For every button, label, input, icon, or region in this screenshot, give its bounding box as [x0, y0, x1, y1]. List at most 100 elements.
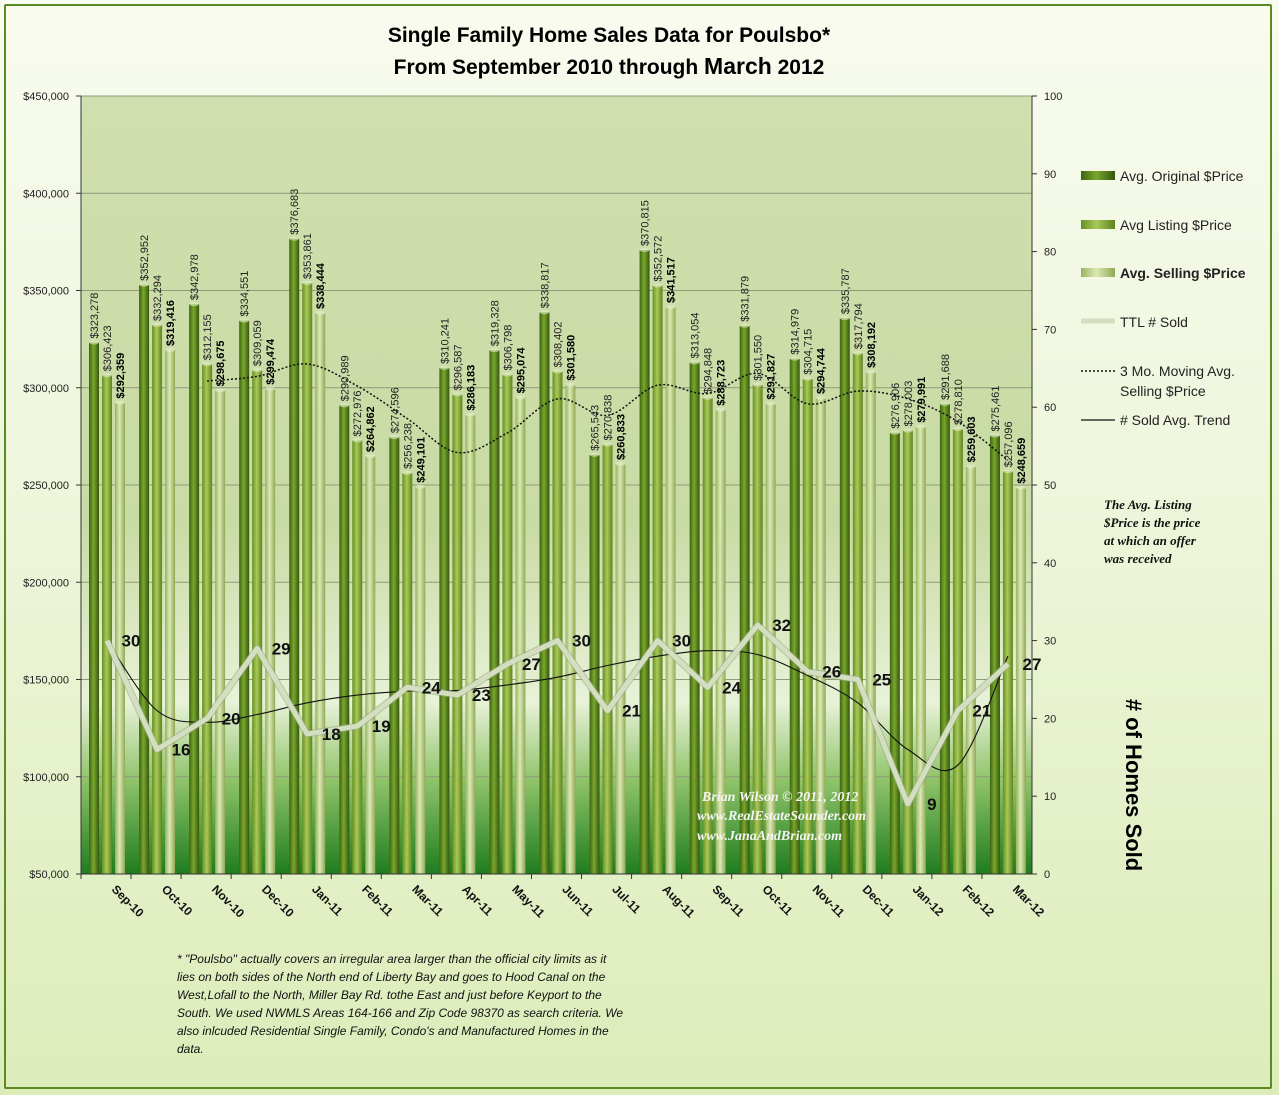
listing-price-bar: [452, 394, 463, 874]
footnote-line-4: South. We used NWMLS Areas 164-166 and Z…: [177, 1006, 623, 1020]
footnote-line-5: also inlcuded Residential Single Family,…: [177, 1024, 609, 1038]
original-price-bar: [289, 238, 300, 874]
listing-price-bar-cap: [152, 322, 163, 327]
listing-price-bar-cap: [852, 351, 863, 356]
y-left-tick-label: $400,000: [23, 188, 69, 200]
lines-layer: [103, 363, 1011, 808]
original-price-bar: [789, 358, 800, 874]
original-price-bar-cap: [739, 323, 750, 328]
selling-price-bar-label: $248,659: [1016, 438, 1028, 484]
y-right-tick-label: 90: [1044, 169, 1056, 181]
sold-count-label: 30: [672, 632, 691, 651]
original-price-bar-cap: [339, 403, 350, 408]
selling-price-bar-label: $319,416: [165, 300, 177, 346]
y-right-tick-label: 10: [1044, 791, 1056, 803]
y-right-tick-label: 100: [1044, 91, 1062, 103]
selling-price-bar: [415, 486, 426, 874]
original-price-bar-label: $274,596: [389, 387, 401, 433]
original-price-bar-label: $290,989: [339, 355, 351, 401]
selling-price-bar-cap: [315, 310, 326, 315]
listing-price-bar: [1002, 471, 1013, 874]
selling-price-bar-label: $338,444: [315, 262, 327, 309]
original-price-bar-label: $331,879: [740, 276, 752, 322]
original-price-bar-cap: [139, 282, 150, 287]
footnote-line-6: data.: [177, 1042, 204, 1056]
listing-price-bar-cap: [602, 442, 613, 447]
selling-price-bar-label: $298,675: [215, 340, 227, 386]
y-left-tick-label: $300,000: [23, 383, 69, 395]
original-price-bar-label: $265,543: [590, 405, 602, 451]
listing-price-bar-cap: [1002, 469, 1013, 474]
original-price-bar-cap: [489, 348, 500, 353]
original-price-bar-cap: [289, 236, 300, 241]
selling-price-bar-cap: [715, 407, 726, 412]
watermark: Brian Wilson © 2011, 2012 www.RealEstate…: [697, 790, 866, 844]
original-price-bar: [189, 304, 200, 874]
sold-count-label: 16: [172, 741, 191, 760]
original-price-bar-cap: [589, 452, 600, 457]
selling-price-bar-label: $279,991: [916, 377, 928, 423]
selling-price-bar-cap: [965, 464, 976, 469]
original-price-bar-cap: [239, 318, 250, 323]
listing-price-bar-label: $272,976: [352, 390, 364, 436]
listing-price-bar: [402, 472, 413, 874]
selling-price-bar-label: $295,074: [515, 347, 527, 394]
selling-price-bar: [215, 390, 226, 874]
watermark-line-1: Brian Wilson © 2011, 2012: [701, 790, 858, 805]
selling-price-bar-cap: [565, 382, 576, 387]
original-price-bar-label: $338,817: [539, 262, 551, 308]
listing-price-bar-cap: [302, 280, 313, 285]
listing-price-bar: [102, 375, 112, 874]
y-right-tick-label: 70: [1044, 324, 1056, 336]
original-price-bar: [639, 250, 650, 874]
listing-price-bar: [502, 374, 513, 874]
selling-price-bar: [315, 312, 326, 874]
original-price-bar: [439, 367, 450, 874]
footnote-line-2: lies on both sides of the North end of L…: [177, 970, 606, 984]
listing-price-bar-cap: [452, 392, 463, 397]
original-price-bar-label: $323,278: [89, 293, 101, 339]
listing-price-bar-cap: [552, 369, 563, 374]
y-right-tick-label: 0: [1044, 869, 1050, 881]
sold-count-label: 32: [772, 616, 791, 635]
original-price-bar: [389, 437, 400, 874]
selling-price-bar-cap: [1015, 485, 1026, 490]
selling-price-bar: [515, 397, 526, 874]
original-price-bar-cap: [889, 430, 900, 435]
original-price-bar-label: $376,683: [289, 189, 301, 235]
selling-price-bar-cap: [165, 347, 176, 352]
original-price-bar-label: $335,787: [840, 268, 852, 314]
sold-count-label: 20: [222, 709, 241, 728]
y-right-tick-label: 40: [1044, 558, 1056, 570]
listing-price-bar-label: $308,402: [552, 322, 564, 368]
selling-price-bar-cap: [265, 386, 276, 391]
listing-price-bar-cap: [102, 373, 112, 378]
moving-average-line: [207, 363, 1009, 461]
listing-price-bar: [552, 371, 563, 874]
original-price-bar-label: $334,551: [239, 271, 251, 317]
selling-price-bar: [915, 426, 926, 874]
y-right-tick-label: 30: [1044, 636, 1056, 648]
original-price-bar-label: $276,906: [890, 383, 902, 429]
listing-price-bar-cap: [202, 362, 213, 367]
legend: Avg. Original $Price Avg Listing $Price …: [1081, 168, 1246, 428]
selling-price-bar-label: $260,833: [616, 414, 628, 460]
y-left-tick-label: $100,000: [23, 772, 69, 784]
selling-price-bar-label: $292,359: [115, 353, 127, 399]
original-price-bar: [689, 362, 700, 874]
listing-price-bar-cap: [352, 438, 363, 443]
sold-count-label: 29: [272, 639, 291, 658]
selling-price-bar: [615, 463, 626, 874]
original-price-bar-cap: [789, 356, 800, 361]
original-price-bar-label: $314,979: [790, 309, 802, 355]
sold-count-label: 21: [622, 702, 641, 721]
selling-price-bar-cap: [415, 484, 426, 489]
listing-price-bar-label: $332,294: [152, 275, 164, 321]
legend-label-listing: Avg Listing $Price: [1120, 217, 1232, 233]
legend-swatch-original: [1081, 171, 1115, 180]
original-price-bar-cap: [189, 302, 200, 307]
original-price-bar-cap: [539, 310, 550, 315]
sold-count-label: 24: [722, 678, 741, 697]
listing-price-bar-label: $270,838: [603, 395, 615, 441]
original-price-bar-label: $370,815: [640, 200, 652, 246]
